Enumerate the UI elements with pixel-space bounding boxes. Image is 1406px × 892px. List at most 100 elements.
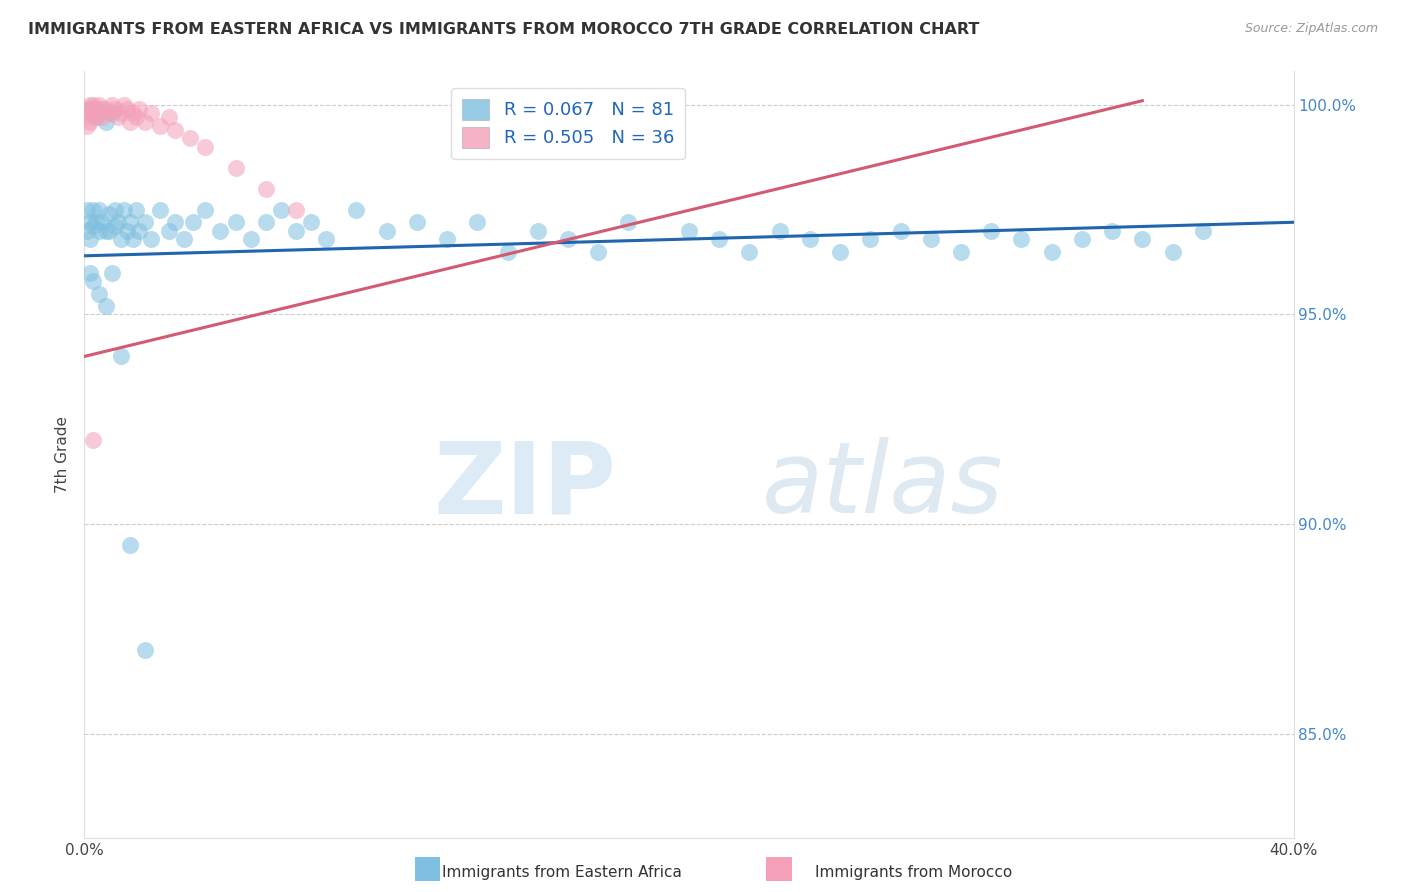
Point: [1101, 224, 1123, 238]
Point: [149, 119, 172, 133]
Point: [89, 286, 111, 301]
Point: [125, 111, 148, 125]
Point: [110, 350, 132, 364]
Point: [97, 207, 120, 221]
Point: [100, 266, 122, 280]
Point: [104, 219, 127, 234]
Point: [100, 98, 122, 112]
Point: [76, 102, 98, 116]
Point: [157, 111, 180, 125]
Point: [82, 434, 104, 448]
Point: [110, 106, 132, 120]
Point: [79, 215, 101, 229]
Point: [859, 232, 882, 246]
Point: [678, 224, 700, 238]
Point: [239, 232, 262, 246]
Point: [225, 215, 247, 229]
Point: [89, 106, 111, 120]
Point: [107, 215, 129, 229]
Point: [79, 232, 101, 246]
Point: [1130, 232, 1153, 246]
Point: [436, 232, 458, 246]
Point: [128, 102, 150, 116]
Point: [588, 244, 610, 259]
Point: [139, 106, 162, 120]
Point: [94, 114, 117, 128]
Text: ZIP: ZIP: [433, 437, 616, 534]
Point: [79, 266, 101, 280]
Text: IMMIGRANTS FROM EASTERN AFRICA VS IMMIGRANTS FROM MOROCCO 7TH GRADE CORRELATION : IMMIGRANTS FROM EASTERN AFRICA VS IMMIGR…: [28, 22, 980, 37]
Point: [299, 215, 322, 229]
Point: [86, 111, 108, 125]
Point: [82, 106, 104, 120]
Point: [89, 202, 111, 217]
Point: [89, 98, 111, 112]
Point: [950, 244, 973, 259]
Point: [134, 643, 156, 657]
Point: [769, 224, 792, 238]
Point: [890, 224, 912, 238]
Point: [97, 106, 120, 120]
Point: [1192, 224, 1215, 238]
Point: [557, 232, 579, 246]
Point: [86, 102, 108, 116]
Point: [97, 224, 120, 238]
Point: [315, 232, 337, 246]
Point: [738, 244, 761, 259]
Text: Immigrants from Eastern Africa: Immigrants from Eastern Africa: [443, 865, 682, 880]
Point: [209, 224, 232, 238]
Point: [1040, 244, 1063, 259]
Point: [1011, 232, 1033, 246]
Point: [94, 299, 117, 313]
Point: [920, 232, 942, 246]
Point: [79, 102, 101, 116]
Point: [467, 215, 489, 229]
Point: [165, 123, 187, 137]
Point: [254, 182, 277, 196]
Point: [375, 224, 398, 238]
Point: [100, 106, 122, 120]
Point: [134, 215, 156, 229]
Point: [617, 215, 640, 229]
Point: [1161, 244, 1184, 259]
Point: [173, 232, 195, 246]
Point: [1071, 232, 1094, 246]
Point: [82, 274, 104, 288]
Point: [79, 106, 101, 120]
Point: [112, 202, 135, 217]
Point: [86, 215, 108, 229]
Point: [76, 224, 98, 238]
Text: Source: ZipAtlas.com: Source: ZipAtlas.com: [1244, 22, 1378, 36]
Point: [112, 98, 135, 112]
Point: [110, 232, 132, 246]
Point: [91, 215, 114, 229]
Point: [134, 114, 156, 128]
Point: [157, 224, 180, 238]
Point: [830, 244, 852, 259]
Point: [285, 202, 308, 217]
Point: [79, 98, 101, 112]
Point: [94, 102, 117, 116]
Point: [82, 219, 104, 234]
Point: [86, 111, 108, 125]
Point: [118, 114, 141, 128]
Point: [179, 131, 201, 145]
Point: [799, 232, 821, 246]
Y-axis label: 7th Grade: 7th Grade: [55, 417, 70, 493]
Point: [125, 202, 148, 217]
Legend: R = 0.067   N = 81, R = 0.505   N = 36: R = 0.067 N = 81, R = 0.505 N = 36: [451, 88, 685, 159]
Point: [94, 224, 117, 238]
Point: [89, 224, 111, 238]
Point: [121, 232, 143, 246]
Point: [115, 102, 138, 116]
Point: [496, 244, 519, 259]
Point: [115, 224, 138, 238]
Point: [406, 215, 429, 229]
Point: [91, 111, 114, 125]
Point: [82, 98, 104, 112]
Point: [104, 202, 127, 217]
Point: [149, 202, 172, 217]
Point: [225, 161, 247, 175]
Point: [527, 224, 550, 238]
Point: [76, 202, 98, 217]
